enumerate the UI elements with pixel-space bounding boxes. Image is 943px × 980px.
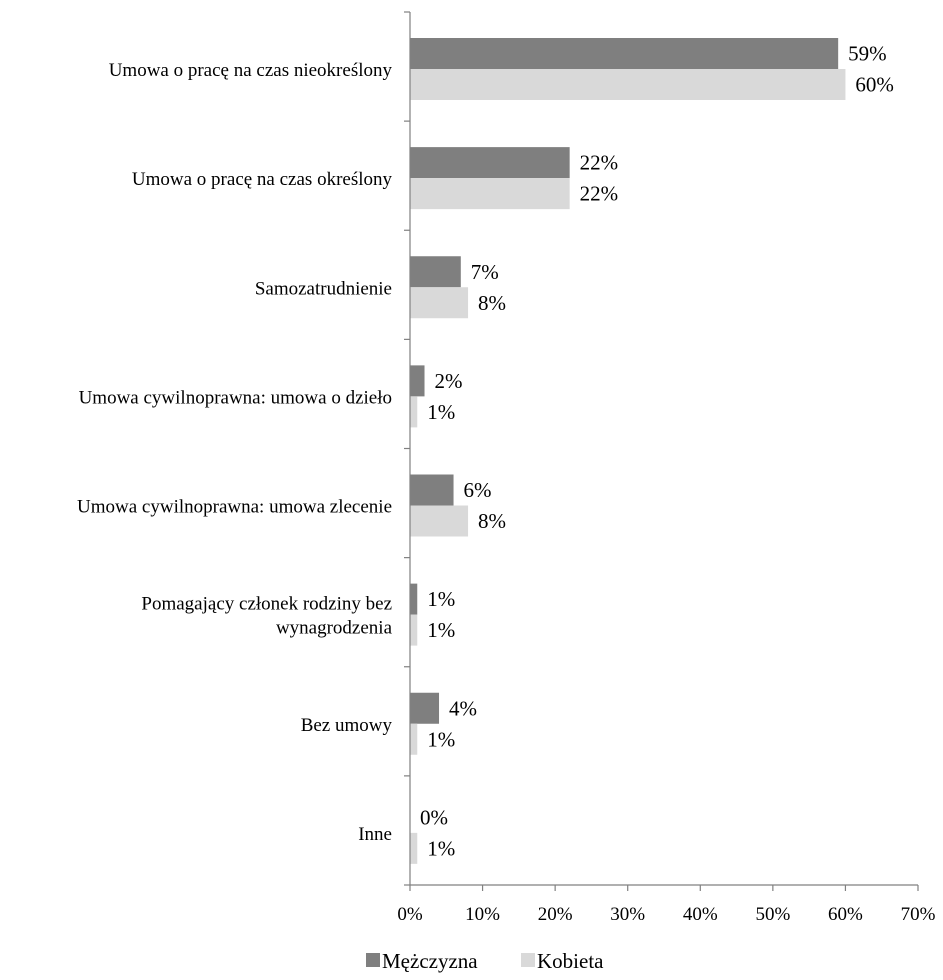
legend-swatch-women <box>521 953 535 967</box>
x-tick-label-1: 10% <box>465 904 500 925</box>
bar-women-5 <box>410 614 418 646</box>
legend-swatch-men <box>366 953 380 967</box>
legend: Mężczyzna Kobieta <box>366 949 604 973</box>
bar-men-6 <box>410 692 440 724</box>
bar-men-4 <box>410 474 454 506</box>
bar-women-6 <box>410 723 418 755</box>
data-label-women-4: 8% <box>478 509 506 533</box>
data-labels-layer: 59% 60% 22% 22% 7% 8% 2% 1% 6% 8% 1% 1% 4% 1% 0% 1% <box>420 42 894 861</box>
data-label-women-6: 1% <box>427 727 455 751</box>
data-label-women-3: 1% <box>427 400 455 424</box>
category-label-7: Inne <box>358 824 392 845</box>
bar-men-3 <box>410 365 425 397</box>
data-label-women-5: 1% <box>427 618 455 642</box>
x-tick-label-0: 0% <box>397 904 423 925</box>
bar-men-2 <box>410 256 461 288</box>
x-tick-label-5: 50% <box>755 904 790 925</box>
bar-women-0 <box>410 69 846 100</box>
data-label-men-0: 59% <box>848 42 887 66</box>
data-label-men-2: 7% <box>471 260 499 284</box>
legend-label-women: Kobieta <box>537 949 604 973</box>
x-tick-label-7: 70% <box>901 904 936 925</box>
category-label-0: Umowa o pracę na czas nieokreślony <box>109 60 393 81</box>
x-tick-label-6: 60% <box>828 904 863 925</box>
category-label-3: Umowa cywilnoprawna: umowa o dzieło <box>79 387 392 408</box>
x-tick-label-3: 30% <box>610 904 645 925</box>
bar-women-2 <box>410 287 469 319</box>
data-label-men-1: 22% <box>580 151 619 175</box>
bar-women-3 <box>410 396 418 428</box>
bar-men-0 <box>410 38 839 69</box>
axes-layer: 0% 10% 20% 30% 40% 50% 60% 70% <box>397 11 936 925</box>
data-label-women-7: 1% <box>427 836 455 860</box>
bar-men-1 <box>410 147 570 179</box>
legend-label-men: Mężczyzna <box>382 949 478 973</box>
data-label-men-5: 1% <box>427 587 455 611</box>
data-label-men-3: 2% <box>435 369 463 393</box>
bars-layer <box>410 38 846 864</box>
bar-women-4 <box>410 505 469 537</box>
category-label-2: Samozatrudnienie <box>255 278 392 299</box>
data-label-women-2: 8% <box>478 291 506 315</box>
bar-men-5 <box>410 583 418 615</box>
bar-women-1 <box>410 178 570 210</box>
category-labels-layer: Umowa o pracę na czas nieokreślony Umowa … <box>77 60 393 845</box>
x-tick-label-4: 40% <box>683 904 718 925</box>
x-tick-label-2: 20% <box>538 904 573 925</box>
category-label-6: Bez umowy <box>301 715 393 736</box>
data-label-men-7: 0% <box>420 805 448 829</box>
category-label-4: Umowa cywilnoprawna: umowa zlecenie <box>77 497 392 518</box>
bar-women-7 <box>410 832 418 864</box>
category-label-1: Umowa o pracę na czas określony <box>132 169 393 190</box>
data-label-men-6: 4% <box>449 696 477 720</box>
data-label-men-4: 6% <box>464 478 492 502</box>
category-label-5-line-0: Pomagający członek rodziny bez <box>141 594 392 615</box>
category-label-5-line-1: wynagrodzenia <box>276 618 393 639</box>
data-label-women-0: 60% <box>855 73 894 97</box>
data-label-women-1: 22% <box>580 182 619 206</box>
